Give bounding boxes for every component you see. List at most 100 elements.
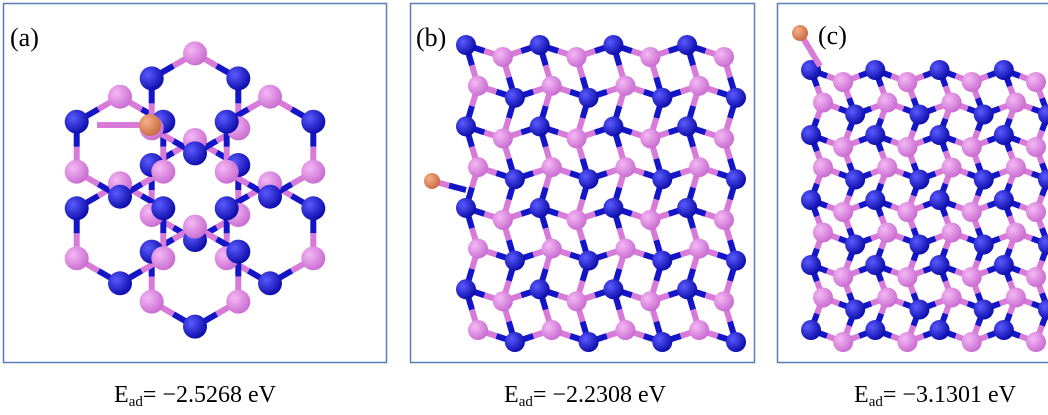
- atom: [942, 93, 962, 113]
- atom: [877, 223, 897, 243]
- atom: [530, 35, 550, 55]
- atom: [151, 246, 175, 270]
- atom: [140, 66, 164, 90]
- atom: [424, 173, 440, 189]
- atom: [493, 47, 513, 67]
- atom: [909, 170, 929, 190]
- atom: [615, 157, 635, 177]
- atom: [226, 290, 250, 314]
- atom: [726, 251, 746, 271]
- atom: [865, 60, 885, 80]
- atom: [877, 158, 897, 178]
- structure-c: [792, 25, 1048, 352]
- atom: [468, 320, 488, 340]
- caption-text: = −3.1301 eV: [883, 382, 1017, 408]
- atom: [801, 190, 821, 210]
- atom: [962, 267, 982, 287]
- atom: [183, 41, 207, 65]
- atom: [677, 198, 697, 218]
- atom: [505, 251, 525, 271]
- atom: [1026, 137, 1046, 157]
- atom: [801, 255, 821, 275]
- atom: [530, 198, 550, 218]
- atom: [468, 239, 488, 259]
- atom: [897, 267, 917, 287]
- atom: [865, 190, 885, 210]
- atom: [567, 128, 587, 148]
- atom: [151, 196, 175, 220]
- atom: [652, 88, 672, 108]
- atom: [833, 267, 853, 287]
- atom: [833, 202, 853, 222]
- atom: [140, 290, 164, 314]
- atom: [640, 210, 660, 230]
- atom: [689, 239, 709, 259]
- atom: [677, 116, 697, 136]
- atom: [640, 128, 660, 148]
- atom: [615, 320, 635, 340]
- atom: [689, 76, 709, 96]
- atom: [640, 291, 660, 311]
- atom: [1026, 72, 1046, 92]
- atom: [579, 169, 599, 189]
- atom: [1038, 235, 1048, 255]
- atom: [962, 202, 982, 222]
- panel-label: (a): [10, 23, 39, 52]
- atom: [301, 196, 325, 220]
- atom: [962, 332, 982, 352]
- atom: [108, 185, 132, 209]
- atom: [865, 320, 885, 340]
- caption-subscript: ad: [519, 394, 534, 410]
- atom: [139, 114, 161, 136]
- atom: [1006, 158, 1026, 178]
- atom: [215, 160, 239, 184]
- atom: [456, 279, 476, 299]
- structure-b: [424, 35, 746, 352]
- caption-subscript: ad: [129, 394, 144, 410]
- atom: [603, 116, 623, 136]
- atom: [813, 223, 833, 243]
- atom: [652, 169, 672, 189]
- atom: [930, 190, 950, 210]
- atom: [813, 288, 833, 308]
- atom: [1006, 223, 1026, 243]
- atom: [183, 315, 207, 339]
- atom: [579, 251, 599, 271]
- atom: [603, 279, 623, 299]
- atom: [726, 88, 746, 108]
- atom: [909, 300, 929, 320]
- atom: [542, 157, 562, 177]
- panel-label: (b): [416, 23, 446, 52]
- atom: [1026, 332, 1046, 352]
- atom: [542, 320, 562, 340]
- atom: [579, 88, 599, 108]
- atom: [493, 210, 513, 230]
- atom: [994, 190, 1014, 210]
- atom: [877, 288, 897, 308]
- atom: [1038, 300, 1048, 320]
- atom: [1006, 288, 1026, 308]
- atom: [456, 35, 476, 55]
- atom: [714, 210, 734, 230]
- atom: [615, 239, 635, 259]
- atom: [845, 235, 865, 255]
- atom: [567, 210, 587, 230]
- atom: [493, 128, 513, 148]
- atom: [215, 110, 239, 134]
- atom: [909, 235, 929, 255]
- atom: [930, 125, 950, 145]
- atom: [897, 202, 917, 222]
- atom: [877, 93, 897, 113]
- atom: [833, 137, 853, 157]
- atom: [530, 279, 550, 299]
- atom: [962, 72, 982, 92]
- atom: [801, 125, 821, 145]
- atom: [258, 271, 282, 295]
- atom: [897, 72, 917, 92]
- atom: [1026, 202, 1046, 222]
- atom: [813, 158, 833, 178]
- panel-label: (c): [818, 21, 847, 50]
- atom: [942, 158, 962, 178]
- atom: [677, 35, 697, 55]
- atom: [994, 60, 1014, 80]
